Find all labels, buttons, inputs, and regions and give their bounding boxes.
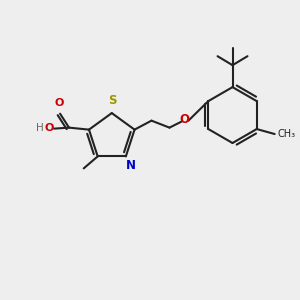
Text: H: H [36, 123, 44, 133]
Text: O: O [54, 98, 64, 108]
Text: N: N [126, 159, 136, 172]
Text: O: O [44, 123, 54, 133]
Text: S: S [109, 94, 117, 107]
Text: O: O [179, 113, 189, 126]
Text: CH₃: CH₃ [278, 129, 296, 139]
